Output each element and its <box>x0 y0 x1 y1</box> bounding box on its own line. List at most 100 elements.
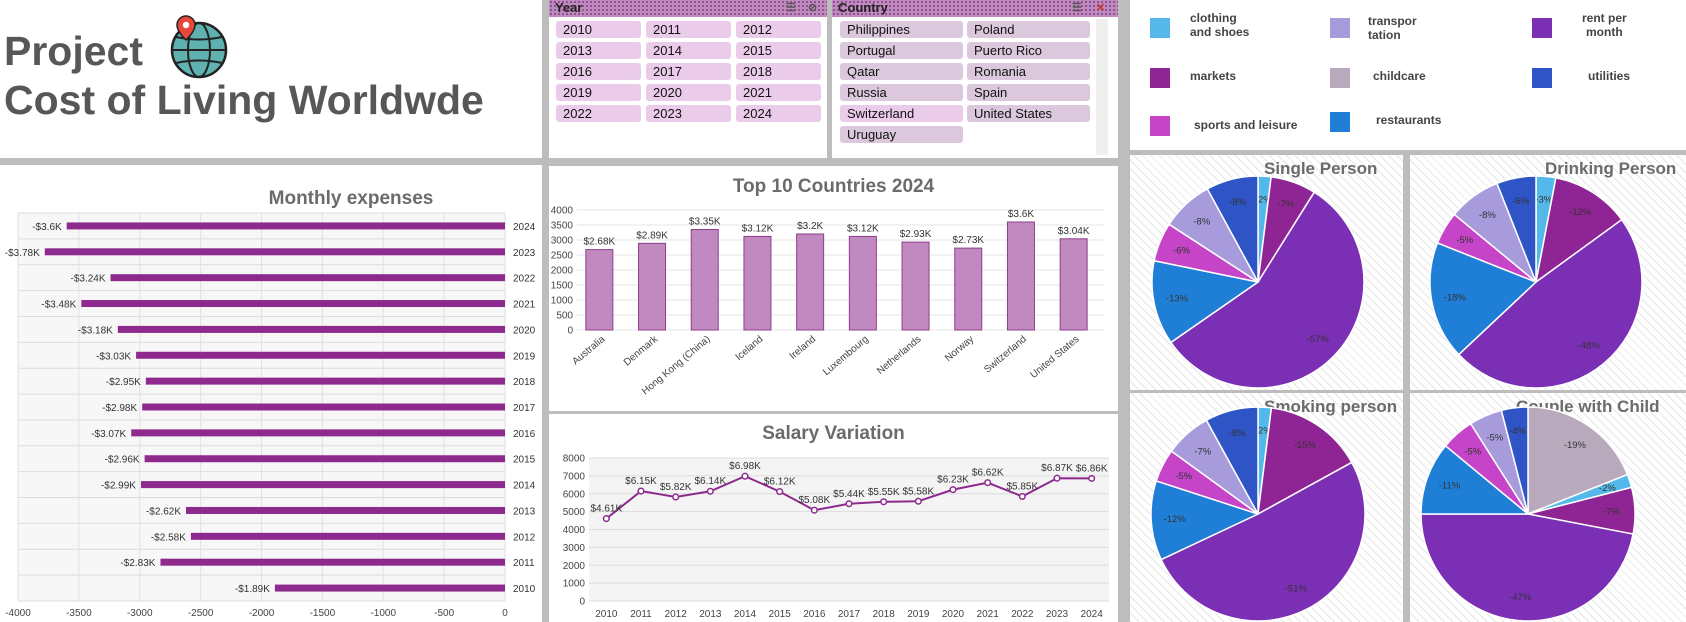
year-option-2024[interactable]: 2024 <box>736 105 821 122</box>
bar <box>81 300 505 308</box>
x-tick-label: 2020 <box>942 609 965 620</box>
bar <box>901 241 930 331</box>
pie-slice <box>1257 407 1353 516</box>
data-label: -7% <box>1277 199 1294 210</box>
bar <box>638 242 667 331</box>
bar <box>848 235 877 331</box>
x-tick-label: 2012 <box>665 609 688 620</box>
data-point <box>1088 474 1096 482</box>
salary-variation-title: Salary Variation <box>762 423 905 444</box>
data-label: -3% <box>1535 195 1552 206</box>
data-label: -2% <box>1255 426 1272 437</box>
country-option-poland[interactable]: Poland <box>967 21 1090 38</box>
bar <box>954 247 983 331</box>
y-tick-label: 2013 <box>513 506 536 517</box>
year-option-2014[interactable]: 2014 <box>646 42 731 59</box>
data-label: -18% <box>1444 292 1467 303</box>
clear-filter-icon[interactable]: ✕ <box>1096 2 1106 14</box>
year-option-2022[interactable]: 2022 <box>556 105 641 122</box>
bar <box>274 584 505 592</box>
country-option-russia[interactable]: Russia <box>840 84 963 101</box>
legend-label: childcare <box>1373 69 1426 83</box>
country-slicer: Country ☰ ✕ Philippines Poland Portugal Pue… <box>832 0 1118 158</box>
y-tick-label: 5000 <box>563 507 586 518</box>
data-label: $5.82K <box>660 482 692 493</box>
pie-slice <box>1420 444 1531 515</box>
year-option-2011[interactable]: 2011 <box>646 21 731 38</box>
y-tick-label: 8000 <box>563 454 586 465</box>
bar <box>110 274 505 282</box>
y-tick-label: 2500 <box>551 251 574 262</box>
country-option-portugal[interactable]: Portugal <box>840 42 963 59</box>
legend-label: sports and leisure <box>1194 118 1298 132</box>
y-tick-label: 6000 <box>563 489 586 500</box>
y-tick-label: 2015 <box>513 455 536 466</box>
x-tick-label: 2013 <box>699 609 722 620</box>
legend-label: rent per month <box>1582 11 1627 39</box>
bar <box>690 229 719 331</box>
x-tick-label: 2022 <box>1011 609 1034 620</box>
data-label: $5.44K <box>833 489 865 500</box>
y-tick-label: 2010 <box>513 584 536 595</box>
data-label: $2.68K <box>583 237 615 248</box>
monthly-expenses-chart: -4000 -3500 -3000 -2500 -2000 -1500 -1000 -500 0… <box>5 212 536 619</box>
bar <box>136 351 505 359</box>
data-label: -15% <box>1294 440 1317 451</box>
multi-select-icon[interactable]: ☰ <box>1072 2 1082 14</box>
clear-filter-icon[interactable]: ⊘ <box>808 2 818 14</box>
year-option-2016[interactable]: 2016 <box>556 63 641 80</box>
bar <box>796 233 825 331</box>
year-option-2010[interactable]: 2010 <box>556 21 641 38</box>
data-point <box>1018 492 1026 500</box>
y-tick-label: 1000 <box>563 579 586 590</box>
pie-single-panel: Single Person -2% -7% -57% -13% -6% -8% -8% <box>1130 155 1403 390</box>
x-tick-label: 2011 <box>630 609 652 620</box>
country-option-switzerland[interactable]: Switzerland <box>840 105 963 122</box>
year-option-2015[interactable]: 2015 <box>736 42 821 59</box>
country-option-united-states[interactable]: United States <box>967 105 1090 122</box>
multi-select-icon[interactable]: ☰ <box>786 2 796 14</box>
country-option-qatar[interactable]: Qatar <box>840 63 963 80</box>
bar <box>144 455 505 463</box>
year-option-2017[interactable]: 2017 <box>646 63 731 80</box>
bar <box>190 532 505 540</box>
country-option-spain[interactable]: Spain <box>967 84 1090 101</box>
data-point <box>672 493 680 501</box>
data-label: -$3.18K <box>78 325 113 336</box>
data-label: -12% <box>1569 207 1592 218</box>
data-label: -5% <box>1464 446 1481 457</box>
legend-label: transpor tation <box>1368 14 1417 42</box>
y-tick-label: 2024 <box>513 222 536 233</box>
country-option-philippines[interactable]: Philippines <box>840 21 963 38</box>
year-option-2020[interactable]: 2020 <box>646 84 731 101</box>
data-label: -7% <box>1194 446 1211 457</box>
legend-label: restaurants <box>1376 113 1442 127</box>
country-option-romania[interactable]: Romania <box>967 63 1090 80</box>
year-option-2021[interactable]: 2021 <box>736 84 821 101</box>
data-label: -5% <box>1486 432 1503 443</box>
country-option-uruguay[interactable]: Uruguay <box>840 126 963 143</box>
country-slicer-header: Country ☰ ✕ <box>832 0 1118 17</box>
year-option-2013[interactable]: 2013 <box>556 42 641 59</box>
data-point <box>914 497 922 505</box>
data-point <box>706 487 714 495</box>
y-tick-label: 2016 <box>513 429 536 440</box>
year-option-2012[interactable]: 2012 <box>736 21 821 38</box>
year-option-2019[interactable]: 2019 <box>556 84 641 101</box>
country-option-puerto-rico[interactable]: Puerto Rico <box>967 42 1090 59</box>
year-slicer-header: Year ☰ ⊘ <box>549 0 827 17</box>
x-tick-label: Norway <box>943 334 976 364</box>
x-tick-label: -2500 <box>188 608 214 619</box>
top-countries-panel: Top 10 Countries 2024 0 500 1000 1500 2000 25… <box>549 166 1118 411</box>
data-label: -5% <box>1456 235 1473 246</box>
slicer-scrollbar[interactable] <box>1096 19 1108 155</box>
data-label: -$3.48K <box>41 300 76 311</box>
data-label: -6% <box>1173 246 1190 257</box>
data-label: $6.87K <box>1041 463 1073 474</box>
year-option-2018[interactable]: 2018 <box>736 63 821 80</box>
data-point <box>949 486 957 494</box>
year-option-2023[interactable]: 2023 <box>646 105 731 122</box>
y-tick-label: 2020 <box>513 325 536 336</box>
salary-variation-panel: Salary Variation 0 1000 2000 3000 4000 5000 60… <box>549 414 1118 622</box>
legend-panel: clothing and shoes transpor tation rent pe… <box>1130 0 1686 150</box>
